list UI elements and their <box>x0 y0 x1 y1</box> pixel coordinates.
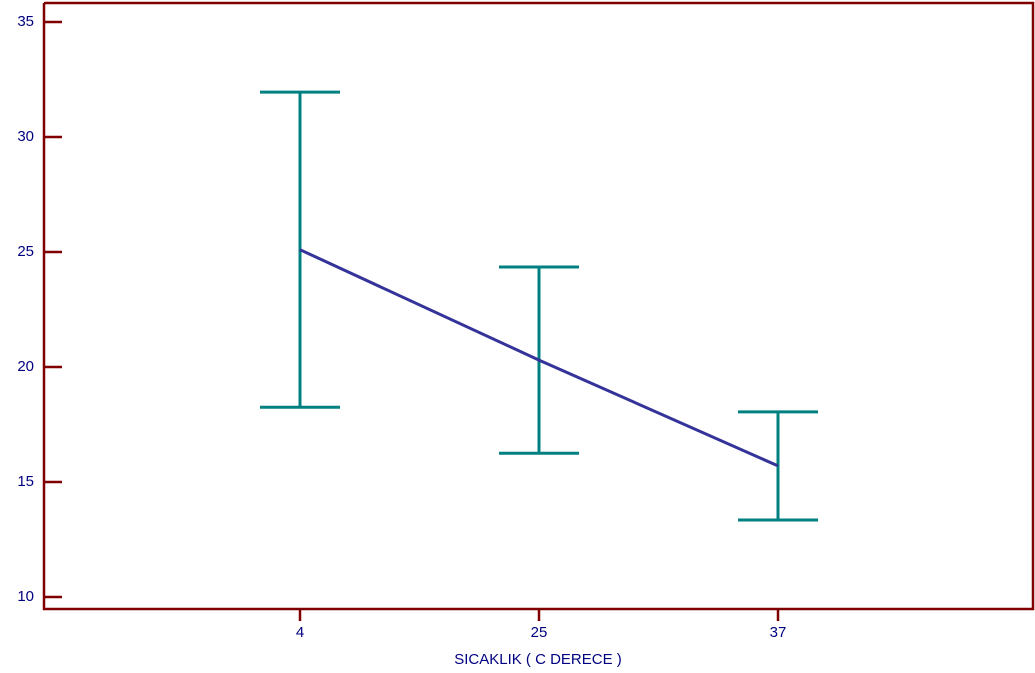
y-tick-label: 30 <box>17 128 34 145</box>
x-tick-label: 4 <box>296 624 304 641</box>
y-tick-label: 20 <box>17 358 34 375</box>
line <box>299 248 779 468</box>
plot-frame <box>42 1 1035 611</box>
y-tick-label: 15 <box>17 473 34 490</box>
y-tick-label: 35 <box>17 13 34 30</box>
x-tick-label: 25 <box>531 624 548 641</box>
x-tick-label: 37 <box>770 624 787 641</box>
y-tick-label: 10 <box>17 588 34 605</box>
y-tick-label: 25 <box>17 243 34 260</box>
x-axis-label: SICAKLIK ( C DERECE ) <box>454 651 622 668</box>
